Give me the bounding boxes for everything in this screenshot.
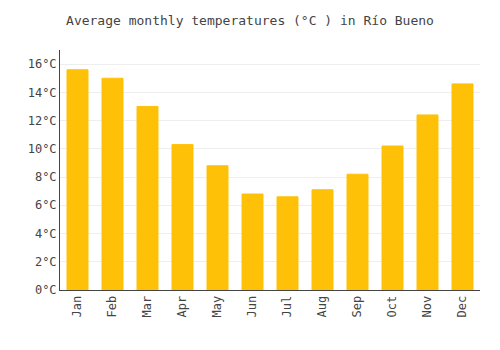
svg-text:Jun: Jun [245, 296, 259, 318]
svg-text:6°C: 6°C [35, 198, 57, 212]
svg-text:Jan: Jan [70, 296, 84, 318]
svg-text:8°C: 8°C [35, 170, 57, 184]
svg-text:Mar: Mar [140, 296, 154, 318]
svg-text:Aug: Aug [315, 296, 329, 318]
svg-text:12°C: 12°C [28, 114, 57, 128]
svg-text:Jul: Jul [280, 296, 294, 318]
svg-text:2°C: 2°C [35, 255, 57, 269]
svg-text:14°C: 14°C [28, 86, 57, 100]
svg-text:Feb: Feb [105, 296, 119, 318]
svg-text:Dec: Dec [455, 296, 469, 318]
svg-text:10°C: 10°C [28, 142, 57, 156]
svg-text:4°C: 4°C [35, 227, 57, 241]
svg-text:Nov: Nov [420, 296, 434, 318]
svg-text:16°C: 16°C [28, 57, 57, 71]
svg-text:Average monthly temperatures (: Average monthly temperatures (°C ) in Rí… [66, 13, 434, 28]
svg-text:Apr: Apr [175, 296, 189, 318]
svg-text:Sep: Sep [350, 296, 364, 318]
svg-text:Oct: Oct [385, 296, 399, 318]
svg-text:0°C: 0°C [35, 283, 57, 297]
svg-text:May: May [210, 296, 224, 318]
